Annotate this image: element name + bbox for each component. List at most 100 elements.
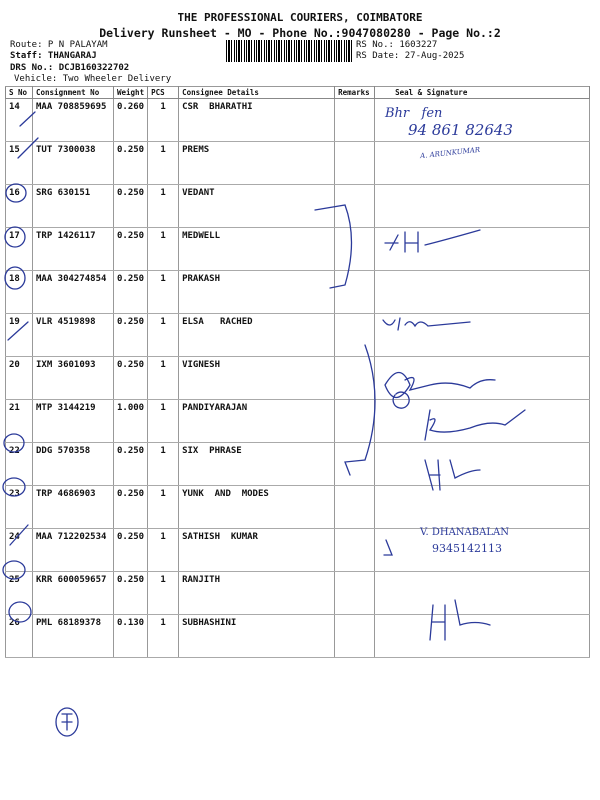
cell-sno: 20 [5,356,33,400]
cell-seal-signature [374,399,590,443]
cell-remarks [334,313,376,357]
cell-weight: 0.250 [112,184,149,228]
table-row: 21 MTP 3144219 1.000 1 PANDIYARAJAN [5,399,590,443]
cell-sno: 18 [5,270,33,314]
table-row: 18 MAA 304274854 0.250 1 PRAKASH [5,270,590,314]
cell-consignee-details: YUNK AND MODES [178,485,336,529]
cell-seal-signature [374,184,590,228]
cell-consignment-no: VLR 4519898 [32,313,114,357]
cell-consignee-details: SATHISH KUMAR [178,528,336,572]
cell-pcs: 1 [147,227,180,271]
cell-weight: 0.250 [112,356,149,400]
cell-sno: 23 [5,485,33,529]
column-header-remarks: Remarks [334,86,376,99]
cell-remarks [334,270,376,314]
cell-consignment-no: MAA 708859695 [32,98,114,142]
column-header-pcs: PCS [147,86,180,99]
cell-pcs: 1 [147,98,180,142]
cell-consignee-details: SIX PHRASE [178,442,336,486]
cell-consignment-no: KRR 600059657 [32,571,114,615]
cell-consignee-details: SUBHASHINI [178,614,336,658]
cell-weight: 0.250 [112,270,149,314]
table-row: 24 MAA 712202534 0.250 1 SATHISH KUMAR [5,528,590,572]
cell-weight: 0.250 [112,571,149,615]
cell-pcs: 1 [147,614,180,658]
table-row: 25 KRR 600059657 0.250 1 RANJITH [5,571,590,615]
cell-pcs: 1 [147,141,180,185]
cell-remarks [334,485,376,529]
cell-seal-signature [374,442,590,486]
table-row: 26 PML 68189378 0.130 1 SUBHASHINI [5,614,590,658]
column-header-consignment-no: Consignment No [32,86,114,99]
cell-consignee-details: PRAKASH [178,270,336,314]
cell-remarks [334,571,376,615]
cell-seal-signature [374,227,590,271]
cell-remarks [334,399,376,443]
cell-seal-signature [374,141,590,185]
cell-weight: 0.250 [112,141,149,185]
cell-weight: 0.250 [112,528,149,572]
table-row: 23 TRP 4686903 0.250 1 YUNK AND MODES [5,485,590,529]
cell-consignment-no: MAA 304274854 [32,270,114,314]
cell-sno: 15 [5,141,33,185]
cell-seal-signature [374,98,590,142]
cell-remarks [334,184,376,228]
cell-consignee-details: RANJITH [178,571,336,615]
cell-weight: 0.130 [112,614,149,658]
cell-seal-signature [374,270,590,314]
cell-remarks [334,356,376,400]
cell-consignment-no: IXM 3601093 [32,356,114,400]
cell-remarks [334,98,376,142]
cell-consignment-no: TRP 4686903 [32,485,114,529]
runsheet-table: S No Consignment No Weight PCS Consignee Det… [5,86,590,658]
column-header-consignee-details: Consignee Details [178,86,336,99]
cell-weight: 0.250 [112,227,149,271]
route: Route: P N PALAYAM [10,40,108,50]
column-header-seal-signature: Seal & Signature [374,86,590,99]
cell-consignee-details: VEDANT [178,184,336,228]
table-row: 22 DDG 570358 0.250 1 SIX PHRASE [5,442,590,486]
cell-sno: 17 [5,227,33,271]
cell-seal-signature [374,571,590,615]
staff: Staff: THANGARAJ [10,51,97,61]
cell-pcs: 1 [147,313,180,357]
cell-pcs: 1 [147,399,180,443]
table-row: 14 MAA 708859695 0.260 1 CSR BHARATHI [5,98,590,142]
drs-number: DRS No.: DCJB160322702 [10,63,130,73]
cell-seal-signature [374,356,590,400]
cell-remarks [334,141,376,185]
handwritten-phone-row-14: 94 861 82643 [408,121,513,139]
cell-consignment-no: PML 68189378 [32,614,114,658]
rs-date: RS Date: 27-Aug-2025 [356,51,465,61]
cell-sno: 24 [5,528,33,572]
cell-consignee-details: CSR BHARATHI [178,98,336,142]
rs-number: RS No.: 1603227 [356,40,438,50]
cell-remarks [334,442,376,486]
cell-seal-signature [374,528,590,572]
cell-pcs: 1 [147,442,180,486]
cell-sno: 25 [5,571,33,615]
cell-consignment-no: SRG 630151 [32,184,114,228]
table-row: 16 SRG 630151 0.250 1 VEDANT [5,184,590,228]
column-header-sno: S No [5,86,33,99]
cell-consignment-no: TUT 7300038 [32,141,114,185]
table-row: 17 TRP 1426117 0.250 1 MEDWELL [5,227,590,271]
cell-consignee-details: MEDWELL [178,227,336,271]
cell-consignment-no: TRP 1426117 [32,227,114,271]
cell-consignee-details: PANDIYARAJAN [178,399,336,443]
cell-consignment-no: DDG 570358 [32,442,114,486]
handwritten-name-row-24: V. DHANABALAN [420,527,509,538]
cell-sno: 16 [5,184,33,228]
cell-consignee-details: PREMS [178,141,336,185]
cell-weight: 0.250 [112,485,149,529]
handwritten-phone-row-24: 9345142113 [432,542,502,555]
cell-pcs: 1 [147,571,180,615]
vehicle: Vehicle: Two Wheeler Delivery [14,74,172,84]
barcode [226,40,352,62]
runsheet-title: Delivery Runsheet - MO - Phone No.:90470… [99,26,501,40]
table-row: 20 IXM 3601093 0.250 1 VIGNESH [5,356,590,400]
column-header-weight: Weight [112,86,149,99]
table-row: 19 VLR 4519898 0.250 1 ELSA RACHED [5,313,590,357]
cell-pcs: 1 [147,528,180,572]
cell-seal-signature [374,485,590,529]
